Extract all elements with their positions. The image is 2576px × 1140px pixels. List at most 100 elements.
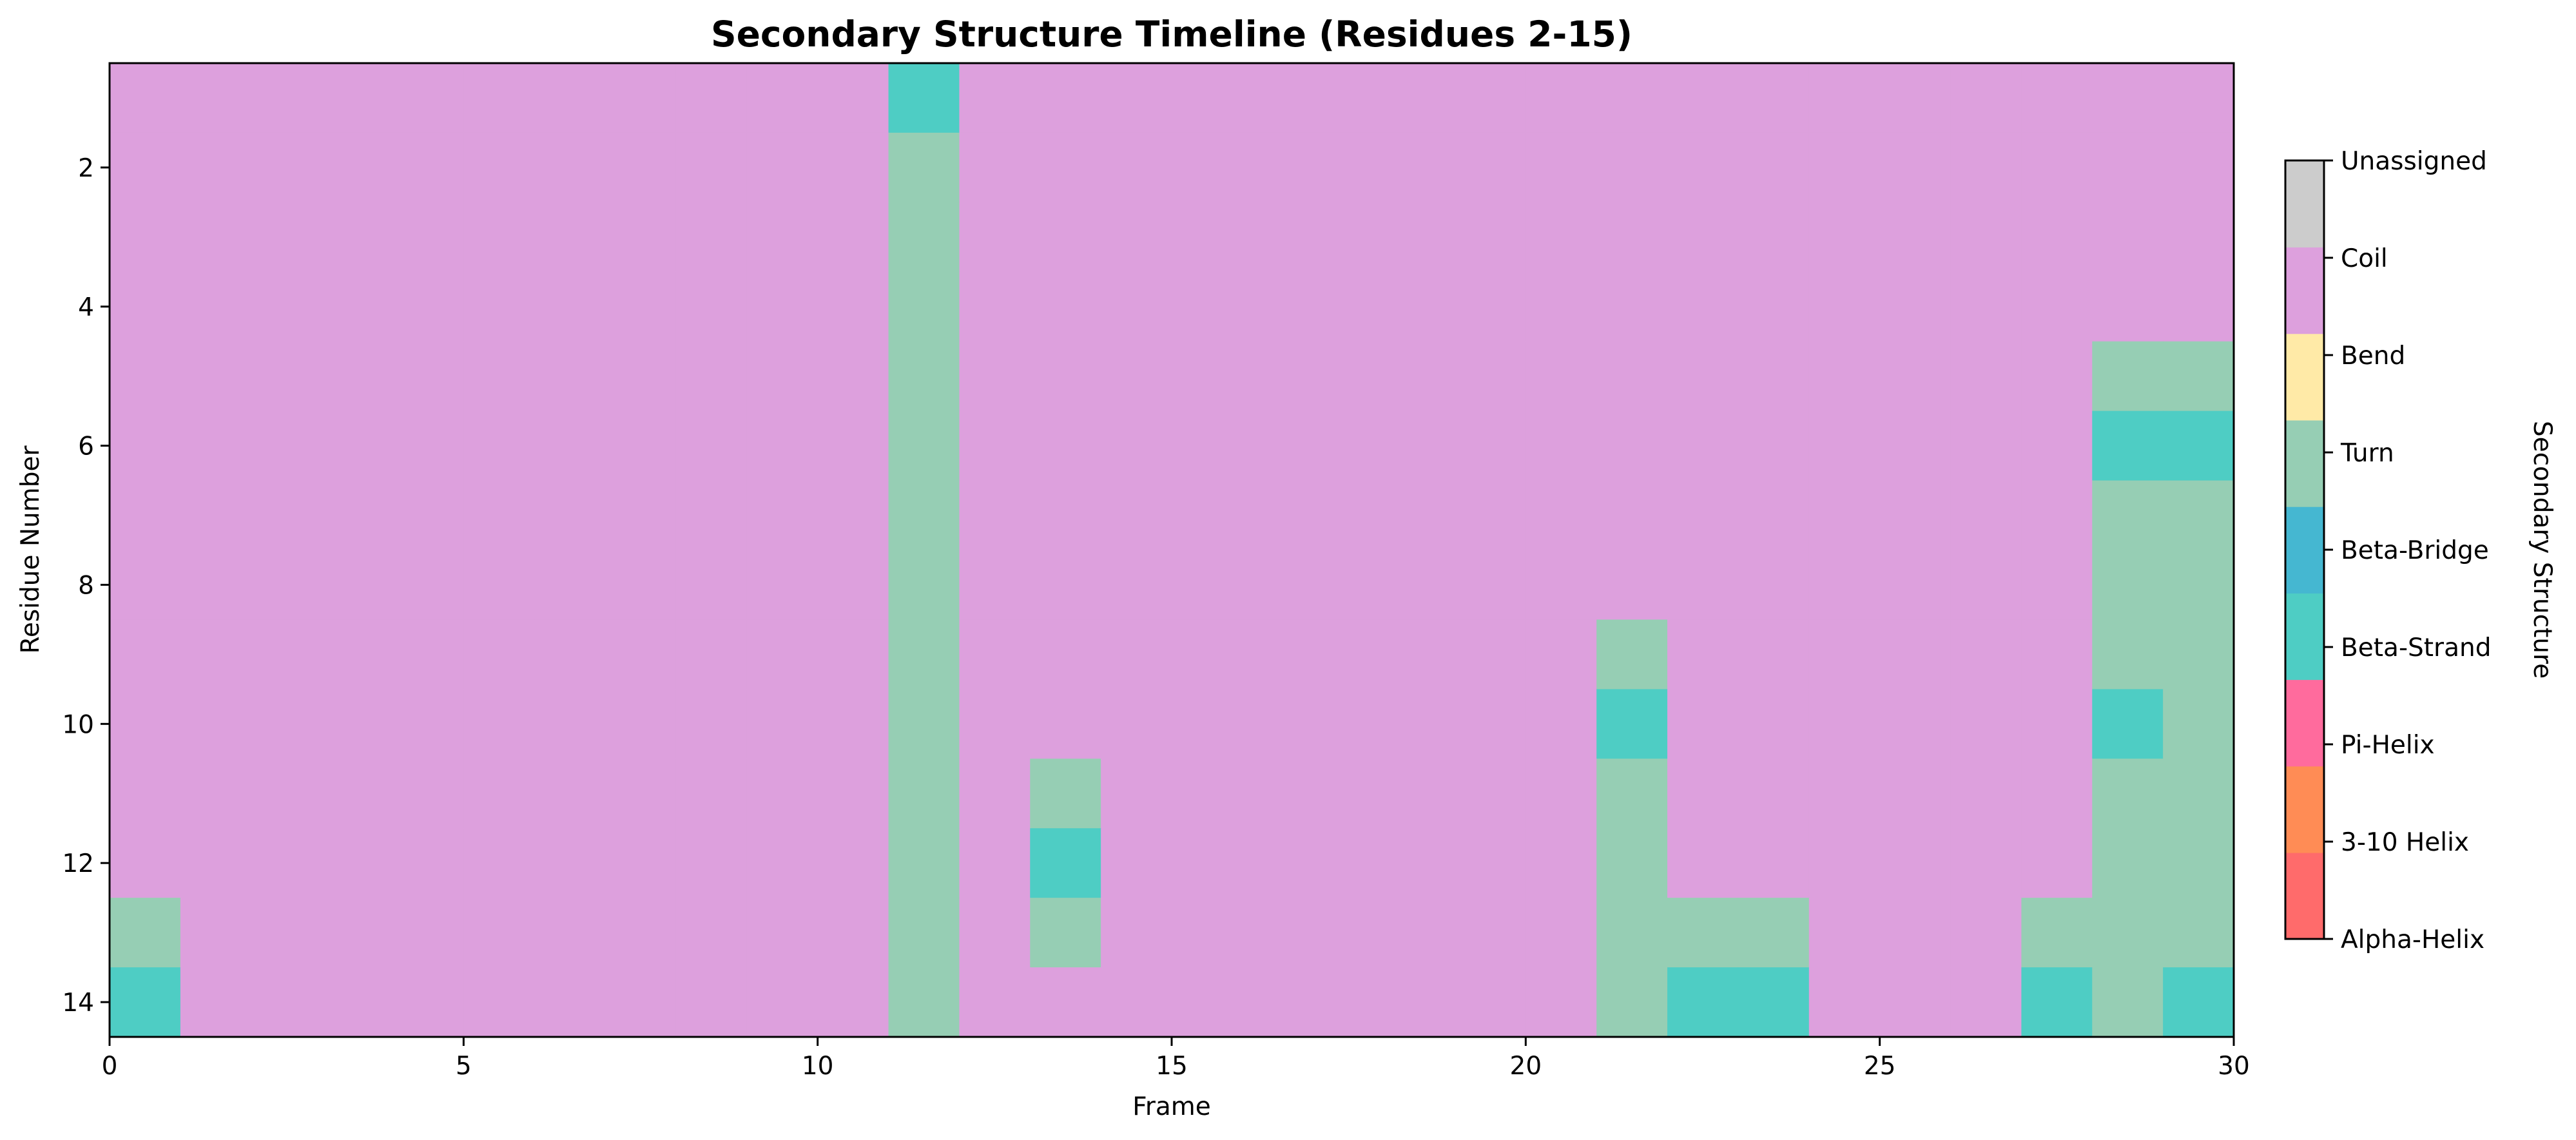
heatmap-cell xyxy=(180,619,252,690)
heatmap-cell xyxy=(746,898,818,968)
heatmap-cell xyxy=(1808,132,1881,203)
heatmap-cell xyxy=(1525,202,1597,273)
heatmap-cell xyxy=(1172,202,1243,273)
heatmap-cell xyxy=(1313,480,1385,551)
heatmap-cell xyxy=(1879,758,1951,829)
heatmap-cell xyxy=(322,550,394,621)
heatmap-cell xyxy=(1101,619,1172,690)
heatmap-cell xyxy=(322,341,394,412)
heatmap-cell xyxy=(392,967,465,1038)
heatmap-cell xyxy=(1172,758,1243,829)
heatmap-cell xyxy=(1242,619,1314,690)
heatmap-cell xyxy=(817,967,889,1038)
heatmap-cell xyxy=(1455,828,1527,898)
heatmap-cell xyxy=(110,619,181,690)
x-tick-label: 25 xyxy=(1864,1052,1896,1081)
heatmap-cell xyxy=(251,550,323,621)
heatmap-cell xyxy=(180,758,252,829)
heatmap-cell xyxy=(110,480,181,551)
heatmap-cell xyxy=(675,758,748,829)
heatmap-cell xyxy=(605,480,677,551)
heatmap-cell xyxy=(1950,898,2022,968)
heatmap-cell xyxy=(534,63,606,133)
heatmap-cell xyxy=(1667,480,1739,551)
heatmap-cell xyxy=(1738,202,1810,273)
heatmap-cell xyxy=(1101,898,1172,968)
heatmap-cell xyxy=(251,619,323,690)
heatmap-cell xyxy=(605,411,677,481)
heatmap-cell xyxy=(463,758,535,829)
heatmap-cell xyxy=(251,689,323,760)
heatmap-cell xyxy=(534,898,606,968)
y-tick-label: 14 xyxy=(62,989,94,1018)
heatmap-cell xyxy=(746,202,818,273)
heatmap-cell xyxy=(1950,132,2022,203)
heatmap-cell xyxy=(1808,550,1881,621)
heatmap-cell xyxy=(110,202,181,273)
heatmap-cell xyxy=(534,480,606,551)
heatmap-cell xyxy=(2021,967,2093,1038)
heatmap-cell xyxy=(817,63,889,133)
heatmap-cell xyxy=(675,828,748,898)
heatmap-cell xyxy=(392,898,465,968)
heatmap-cell xyxy=(322,63,394,133)
heatmap-cell xyxy=(1384,132,1456,203)
heatmap-cell xyxy=(2092,689,2164,760)
heatmap-cell xyxy=(746,341,818,412)
heatmap-cell xyxy=(746,63,818,133)
heatmap-cell xyxy=(392,550,465,621)
colorbar-tick-label: Alpha-Helix xyxy=(2341,925,2484,954)
heatmap-cell xyxy=(1667,550,1739,621)
heatmap-cell xyxy=(2163,411,2234,481)
heatmap-cell xyxy=(1384,411,1456,481)
heatmap-cell xyxy=(463,550,535,621)
heatmap-cell xyxy=(1172,828,1243,898)
heatmap-cell xyxy=(1172,271,1243,342)
colorbar-tick-label: Turn xyxy=(2340,439,2394,468)
heatmap-cell xyxy=(675,480,748,551)
heatmap-cell xyxy=(322,480,394,551)
heatmap-cell xyxy=(1596,689,1668,760)
heatmap-cell xyxy=(180,271,252,342)
heatmap-cell xyxy=(463,63,535,133)
colorbar-segment xyxy=(2285,506,2324,594)
heatmap-cell xyxy=(534,341,606,412)
heatmap-cell xyxy=(322,271,394,342)
heatmap-cell xyxy=(1738,63,1810,133)
heatmap-cell xyxy=(1667,63,1739,133)
x-tick-label: 5 xyxy=(456,1052,472,1081)
heatmap-cell xyxy=(959,411,1031,481)
heatmap-cell xyxy=(605,898,677,968)
heatmap-cell xyxy=(180,132,252,203)
heatmap-cell xyxy=(110,411,181,481)
heatmap-cell xyxy=(1384,550,1456,621)
heatmap-cell xyxy=(1313,619,1385,690)
colorbar-tick-label: Beta-Bridge xyxy=(2341,536,2489,565)
heatmap-cell xyxy=(888,689,960,760)
heatmap-cell xyxy=(392,132,465,203)
heatmap-cell xyxy=(1596,132,1668,203)
heatmap-cell xyxy=(746,550,818,621)
heatmap-cell xyxy=(534,202,606,273)
heatmap-cell xyxy=(1101,758,1172,829)
heatmap-cell xyxy=(251,828,323,898)
heatmap-cell xyxy=(675,132,748,203)
heatmap-cell xyxy=(1313,828,1385,898)
heatmap-cell xyxy=(1738,480,1810,551)
heatmap-cell xyxy=(392,271,465,342)
heatmap-cell xyxy=(888,411,960,481)
heatmap-cell xyxy=(463,619,535,690)
heatmap-cell xyxy=(605,341,677,412)
heatmap-cell xyxy=(1596,63,1668,133)
heatmap-cell xyxy=(1101,341,1172,412)
heatmap-cell xyxy=(817,132,889,203)
heatmap-cell xyxy=(1808,411,1881,481)
colorbar-segment xyxy=(2285,766,2324,853)
heatmap-cell xyxy=(1808,480,1881,551)
heatmap-cell xyxy=(2163,480,2234,551)
heatmap-cell xyxy=(110,132,181,203)
heatmap-cell xyxy=(888,63,960,133)
heatmap-cell xyxy=(1172,619,1243,690)
heatmap-cell xyxy=(675,550,748,621)
heatmap-cell xyxy=(180,480,252,551)
